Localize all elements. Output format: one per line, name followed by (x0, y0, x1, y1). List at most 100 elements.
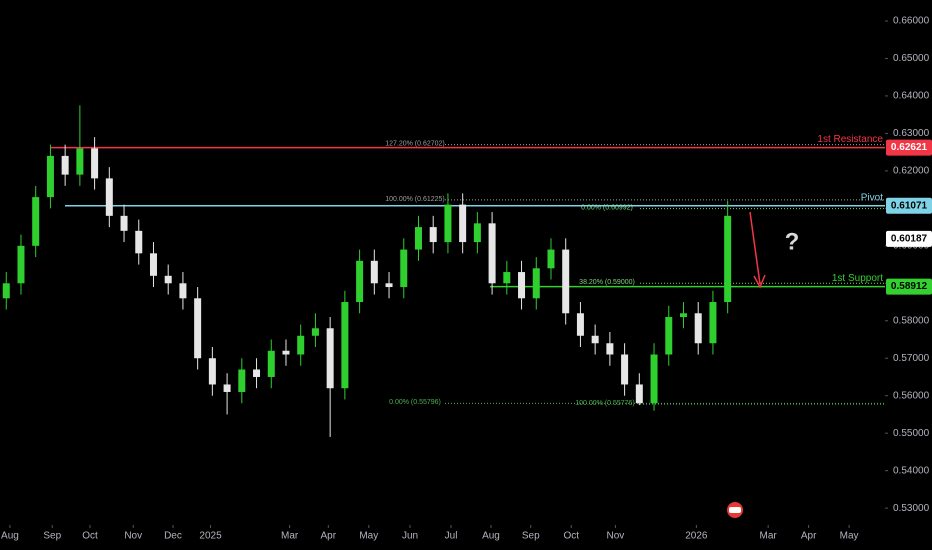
level-name: Pivot (861, 192, 883, 203)
candle-body (429, 227, 437, 243)
x-tick-label: Dec (164, 531, 182, 542)
candle-body (297, 335, 305, 355)
candle-body (61, 155, 69, 175)
x-tick-label: May (359, 531, 378, 542)
candle-body (606, 343, 614, 355)
candle-body (650, 354, 658, 404)
x-tick-label: Aug (1, 531, 19, 542)
x-tick-label: Oct (563, 531, 579, 542)
candle-body (267, 350, 275, 377)
candle-body (105, 178, 113, 216)
candle-body (694, 313, 702, 344)
price-tag-label: 0.62621 (891, 142, 928, 153)
x-tick-label: Aug (482, 531, 500, 542)
candle-body (488, 223, 496, 284)
candle-body (341, 302, 349, 389)
arrow-shaft (749, 211, 761, 285)
y-tick-label: 0.54000 (893, 465, 930, 476)
candle-body (17, 245, 25, 284)
candle-body (724, 215, 732, 303)
x-tick-label: Apr (801, 531, 817, 542)
candle-body (503, 272, 511, 284)
candle-body (385, 283, 393, 288)
y-tick-label: 0.55000 (893, 428, 930, 439)
candle-body (356, 260, 364, 303)
candle-body (135, 230, 143, 254)
x-tick-label: Nov (124, 531, 142, 542)
candle-body (46, 155, 54, 198)
candle-body (635, 384, 643, 404)
candle-body (473, 223, 481, 243)
y-tick-label: 0.58000 (893, 315, 930, 326)
candle-body (591, 335, 599, 344)
level-name: 1st Support (832, 273, 883, 284)
fib-label: 38.20% (0.59000) (579, 279, 635, 286)
arrow-head (753, 274, 766, 289)
candle-body (2, 283, 10, 299)
candle-body (532, 268, 540, 299)
candle-body (621, 354, 629, 385)
y-tick-label: 0.57000 (893, 353, 930, 364)
candle-body (459, 204, 467, 243)
candle-body (326, 328, 334, 389)
candle-body (149, 253, 157, 276)
x-tick-label: Sep (522, 531, 540, 542)
fib-label: 0.00% (0.55796) (389, 399, 441, 406)
candle-body (253, 369, 261, 377)
x-tick-label: Mar (281, 531, 299, 542)
candle-body (120, 215, 128, 231)
candle-body (709, 302, 717, 344)
y-tick-label: 0.53000 (893, 503, 930, 514)
x-tick-label: Mar (760, 531, 778, 542)
candle-body (194, 298, 202, 359)
candle-body (238, 369, 246, 392)
x-tick-label: Nov (606, 531, 624, 542)
candle-body (444, 204, 452, 243)
candle-body (91, 148, 99, 179)
candle-body (518, 272, 526, 299)
x-tick-label: Jun (402, 531, 418, 542)
candle-body (400, 249, 408, 288)
price-tag-label: 0.58912 (891, 281, 928, 292)
level-name: 1st Resistance (817, 134, 883, 145)
candle-body (311, 328, 319, 336)
candle-body (370, 260, 378, 284)
price-tag (886, 278, 932, 295)
x-tick-label: 2025 (199, 531, 222, 542)
fib-label: 100.00% (0.61225) (385, 196, 445, 203)
candle-body (562, 249, 570, 314)
current-price-label: 0.60187 (891, 233, 928, 244)
candle-body (32, 197, 40, 246)
x-tick-label: Jul (445, 531, 458, 542)
logo (727, 502, 743, 518)
y-tick-label: 0.62000 (893, 166, 930, 177)
candle-body (164, 275, 172, 284)
x-tick-label: May (840, 531, 859, 542)
y-tick-label: 0.65000 (893, 53, 930, 64)
candle-body (576, 313, 584, 336)
candle-body (282, 350, 290, 355)
x-tick-label: 2026 (685, 531, 708, 542)
candle-body (414, 227, 422, 250)
candle-body (223, 384, 231, 392)
y-tick-label: 0.56000 (893, 390, 930, 401)
current-price-tag (886, 230, 932, 247)
price-tag (886, 139, 932, 156)
candle-body (208, 358, 216, 385)
y-tick-label: 0.64000 (893, 91, 930, 102)
price-tag (886, 197, 932, 214)
price-tag-label: 0.61071 (891, 200, 928, 211)
y-tick-label: 0.66000 (893, 16, 930, 27)
fib-label: 127.20% (0.62702) (385, 140, 445, 147)
candle-body (679, 313, 687, 318)
candle-body (547, 249, 555, 269)
annotation: ? (785, 228, 800, 255)
y-tick-label: 0.63000 (893, 128, 930, 139)
candle-body (179, 283, 187, 299)
fib-label: 0.00% (0.60992) (581, 204, 633, 211)
x-tick-label: Apr (321, 531, 337, 542)
fib-label: 100.00% (0.55776) (575, 400, 635, 407)
